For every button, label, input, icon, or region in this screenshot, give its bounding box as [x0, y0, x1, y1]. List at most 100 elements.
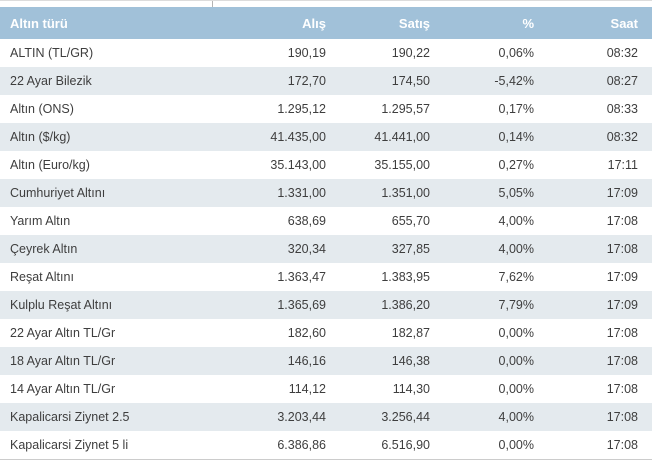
cell-type: Reşat Altını [10, 270, 74, 284]
cell-satis: 182,87 [391, 326, 430, 340]
cell-alis: 1.365,69 [277, 298, 326, 312]
table-row: Cumhuriyet Altını 1.331,00 1.351,00 5,05% 17… [0, 179, 652, 207]
cell-satis: 41.441,00 [374, 130, 430, 144]
cell-saat: 17:08 [606, 382, 638, 396]
cell-satis: 35.155,00 [374, 158, 430, 172]
cell-type: ALTIN (TL/GR) [10, 46, 94, 60]
cell-saat: 08:32 [606, 130, 638, 144]
cell-alis: 6.386,86 [277, 438, 326, 452]
cell-type: Kapalicarsi Ziynet 2.5 [10, 410, 130, 424]
cell-alis: 190,19 [287, 46, 326, 60]
table-row: 22 Ayar Altın TL/Gr 182,60 182,87 0,00% 17:0… [0, 319, 652, 347]
column-header-pct: % [444, 7, 548, 39]
cell-satis: 1.295,57 [381, 102, 430, 116]
cell-alis: 1.331,00 [277, 186, 326, 200]
cell-alis: 638,69 [287, 214, 326, 228]
cell-pct: 0,06% [498, 46, 534, 60]
cell-pct: 0,14% [498, 130, 534, 144]
cell-saat: 08:32 [606, 46, 638, 60]
cell-type: Kulplu Reşat Altını [10, 298, 113, 312]
cell-satis: 1.383,95 [381, 270, 430, 284]
cell-alis: 1.363,47 [277, 270, 326, 284]
cell-satis: 174,50 [391, 74, 430, 88]
table-row: Kapalicarsi Ziynet 2.5 3.203,44 3.256,44 4,… [0, 403, 652, 431]
cell-type: 14 Ayar Altın TL/Gr [10, 382, 116, 396]
cell-type: Çeyrek Altın [10, 242, 78, 256]
cell-satis: 327,85 [391, 242, 430, 256]
cell-alis: 41.435,00 [270, 130, 326, 144]
table-row: Altın ($/kg) 41.435,00 41.441,00 0,14% 08:32 [0, 123, 652, 151]
table-row: Altın (Euro/kg) 35.143,00 35.155,00 0,27% 17… [0, 151, 652, 179]
cell-saat: 17:09 [606, 186, 638, 200]
cell-type: 22 Ayar Altın TL/Gr [10, 326, 116, 340]
cell-type: Cumhuriyet Altını [10, 186, 106, 200]
cell-alis: 146,16 [287, 354, 326, 368]
column-header-satis: Satış [340, 7, 444, 39]
cell-pct: 0,17% [498, 102, 534, 116]
table-row: Altın (ONS) 1.295,12 1.295,57 0,17% 08:33 [0, 95, 652, 123]
cell-pct: 4,00% [498, 214, 534, 228]
cell-type: 22 Ayar Bilezik [10, 74, 92, 88]
cell-saat: 17:08 [606, 326, 638, 340]
cell-alis: 114,12 [288, 382, 326, 396]
cell-saat: 17:08 [606, 214, 638, 228]
cell-alis: 182,60 [287, 326, 326, 340]
cell-alis: 320,34 [287, 242, 326, 256]
cell-saat: 17:09 [606, 270, 638, 284]
cell-type: 18 Ayar Altın TL/Gr [10, 354, 116, 368]
cell-pct: 0,00% [498, 382, 534, 396]
table-row: Reşat Altını 1.363,47 1.383,95 7,62% 17:09 [0, 263, 652, 291]
cell-saat: 08:33 [606, 102, 638, 116]
cell-satis: 1.386,20 [381, 298, 430, 312]
cell-type: Kapalicarsi Ziynet 5 li [10, 438, 129, 452]
table-row: Kapalicarsi Ziynet 5 li 6.386,86 6.516,90 0… [0, 431, 652, 460]
column-header-saat: Saat [548, 7, 652, 39]
top-divider-tick [212, 1, 213, 7]
cell-satis: 655,70 [391, 214, 430, 228]
cell-saat: 17:08 [606, 438, 638, 452]
cell-saat: 17:11 [607, 158, 638, 172]
gold-prices-table: Altın türü Alış Satış% Saat ALTIN (TL/GR) 19… [0, 7, 652, 460]
cell-saat: 08:27 [606, 74, 638, 88]
cell-alis: 172,70 [287, 74, 326, 88]
cell-alis: 35.143,00 [270, 158, 326, 172]
cell-satis: 1.351,00 [381, 186, 430, 200]
cell-satis: 114,30 [392, 382, 430, 396]
table-row: ALTIN (TL/GR) 190,19 190,22 0,06% 08:32 [0, 39, 652, 67]
table-body: ALTIN (TL/GR) 190,19 190,22 0,06% 08:32 22 Ay… [0, 39, 652, 460]
column-header-alis: Alış [236, 7, 340, 39]
cell-satis: 6.516,90 [381, 438, 430, 452]
column-header-type: Altın türü [0, 7, 236, 39]
cell-pct: 0,00% [498, 438, 534, 452]
cell-satis: 190,22 [391, 46, 430, 60]
cell-pct: 4,00% [498, 410, 534, 424]
cell-type: Altın (Euro/kg) [10, 158, 90, 172]
cell-pct: 0,00% [498, 326, 534, 340]
header-row: Altın türü Alış Satış% Saat [0, 7, 652, 39]
cell-type: Altın ($/kg) [10, 130, 71, 144]
cell-pct: 5,05% [498, 186, 534, 200]
cell-pct: 4,00% [498, 242, 534, 256]
cell-pct: 7,79% [498, 298, 534, 312]
cell-pct: 0,27% [498, 158, 534, 172]
cell-pct: 0,00% [498, 354, 534, 368]
table-row: Çeyrek Altın 320,34 327,85 4,00% 17:08 [0, 235, 652, 263]
cell-pct: -5,42% [494, 74, 534, 88]
table-row: 14 Ayar Altın TL/Gr 114,12 114,30 0,00% 17:0… [0, 375, 652, 403]
cell-type: Altın (ONS) [10, 102, 74, 116]
cell-pct: 7,62% [498, 270, 534, 284]
cell-satis: 146,38 [391, 354, 430, 368]
cell-saat: 17:08 [606, 354, 638, 368]
cell-saat: 17:08 [606, 410, 638, 424]
cell-alis: 1.295,12 [277, 102, 326, 116]
table-row: 22 Ayar Bilezik 172,70 174,50 -5,42% 08:27 [0, 67, 652, 95]
cell-alis: 3.203,44 [277, 410, 326, 424]
cell-saat: 17:08 [606, 242, 638, 256]
table-row: Yarım Altın 638,69 655,70 4,00% 17:08 [0, 207, 652, 235]
cell-saat: 17:09 [606, 298, 638, 312]
table-row: 18 Ayar Altın TL/Gr 146,16 146,38 0,00% 17:0… [0, 347, 652, 375]
table-row: Kulplu Reşat Altını 1.365,69 1.386,20 7,79%… [0, 291, 652, 319]
cell-type: Yarım Altın [10, 214, 71, 228]
top-strip [0, 0, 652, 7]
cell-satis: 3.256,44 [381, 410, 430, 424]
